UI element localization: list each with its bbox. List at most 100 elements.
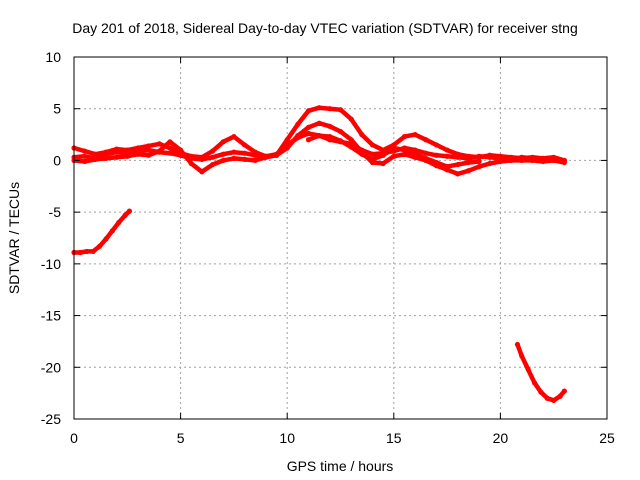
x-tick-label: 25 [599, 430, 615, 446]
x-tick-label: 20 [493, 430, 509, 446]
data-point [519, 157, 525, 164]
data-point [401, 134, 408, 140]
y-tick-label: 0 [53, 152, 61, 168]
data-point [156, 141, 162, 147]
y-tick-label: -25 [41, 411, 61, 427]
data-point [209, 154, 216, 160]
data-point [316, 105, 322, 111]
data-point [538, 389, 544, 395]
data-point [209, 148, 216, 154]
data-point [529, 157, 535, 164]
data-point [455, 161, 461, 168]
data-point [337, 107, 344, 113]
data-point [167, 150, 173, 156]
data-point [92, 151, 98, 157]
data-point [337, 138, 344, 144]
data-point [476, 158, 482, 165]
data-point [188, 153, 194, 159]
data-point [220, 151, 226, 157]
x-axis-label: GPS time / hours [287, 458, 394, 474]
data-point [497, 158, 503, 165]
data-point [109, 228, 115, 234]
data-point [348, 116, 354, 122]
data-point [96, 243, 103, 249]
data-point [455, 151, 461, 157]
data-point [263, 154, 269, 160]
data-point [476, 154, 482, 160]
plot-frame [73, 56, 608, 420]
data-point [146, 143, 152, 149]
data-point [525, 366, 531, 372]
data-point [369, 142, 376, 148]
data-point [126, 208, 133, 214]
data-point [199, 154, 205, 160]
data-point [544, 395, 550, 401]
data-point [412, 151, 418, 157]
y-tick-label: 5 [53, 101, 61, 117]
data-point [82, 148, 88, 154]
y-tick-label: -5 [49, 204, 62, 220]
data-point [455, 171, 461, 177]
data-point [124, 153, 130, 159]
data-point [508, 157, 514, 164]
data-point [305, 124, 312, 130]
data-point [305, 130, 312, 137]
data-point [167, 145, 173, 151]
data-point [199, 169, 205, 175]
x-axis: 0 5 10 15 20 25 [70, 57, 615, 446]
data-point [412, 131, 418, 138]
data-point [380, 152, 386, 158]
data-point [476, 164, 482, 170]
data-point [465, 168, 472, 174]
data-point [92, 156, 98, 162]
data-point [295, 121, 301, 127]
data-point [433, 142, 440, 148]
data-series [71, 105, 567, 403]
data-point [156, 148, 162, 154]
data-point [284, 137, 290, 143]
data-point [220, 157, 226, 164]
data-point [90, 248, 96, 255]
data-point [433, 159, 440, 166]
data-point [84, 248, 90, 255]
data-point [497, 153, 503, 159]
data-point [423, 155, 429, 161]
data-point [359, 131, 365, 138]
data-point [103, 236, 109, 242]
data-point [444, 147, 450, 153]
data-point [241, 150, 248, 156]
y-tick-label: -10 [41, 256, 61, 272]
data-point [82, 158, 88, 165]
data-point [531, 380, 538, 386]
data-point [359, 151, 365, 157]
x-tick-label: 0 [70, 430, 78, 446]
data-point [231, 149, 237, 155]
data-point [124, 147, 130, 153]
data-point [273, 152, 280, 158]
data-point [188, 160, 194, 167]
data-point [327, 106, 333, 112]
data-point [551, 397, 557, 403]
data-point [77, 249, 83, 256]
data-point [514, 341, 521, 348]
data-point [252, 157, 258, 164]
data-point [551, 157, 557, 164]
data-point [380, 147, 386, 153]
data-point [337, 128, 344, 135]
data-point [295, 133, 301, 139]
data-point [209, 161, 216, 168]
data-point [305, 137, 312, 143]
y-axis-label: SDTVAR / TECUs [6, 182, 22, 294]
data-point [561, 159, 567, 166]
data-point [465, 159, 472, 166]
data-point [348, 144, 354, 150]
x-tick-label: 5 [177, 430, 185, 446]
data-point [316, 133, 322, 139]
data-point [391, 145, 397, 151]
chart-title: Day 201 of 2018, Sidereal Day-to-day VTE… [72, 20, 578, 36]
data-point [391, 153, 397, 159]
data-point [487, 152, 493, 158]
data-point [348, 137, 354, 143]
data-point [241, 156, 248, 162]
